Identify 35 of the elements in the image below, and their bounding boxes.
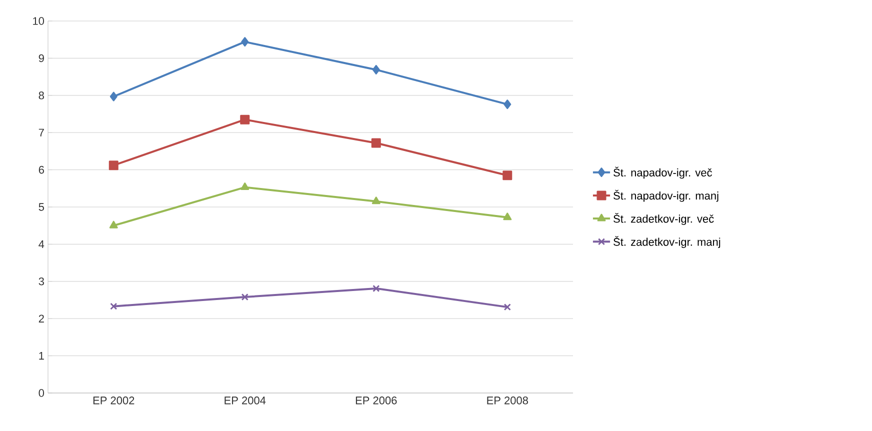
legend-label: Št. napadov-igr. več xyxy=(614,166,712,179)
point xyxy=(504,100,512,110)
point xyxy=(110,92,118,102)
y-tick-label: 1 xyxy=(39,352,44,360)
y-tick-label: 3 xyxy=(38,278,44,286)
x-tick-label: EP 2002 xyxy=(93,396,134,404)
y-tick-label: 2 xyxy=(38,314,44,322)
point xyxy=(503,212,512,220)
point xyxy=(241,37,249,47)
y-tick-label: 7 xyxy=(38,128,44,136)
point xyxy=(240,182,250,190)
y-tick-label: 5 xyxy=(38,203,44,211)
point xyxy=(372,64,380,74)
x-tick-label: EP 2008 xyxy=(487,396,528,404)
legend-label: Št. zadetkov-igr. več xyxy=(614,213,714,225)
point xyxy=(241,293,248,301)
point xyxy=(504,303,511,311)
y-tick-label: 6 xyxy=(38,166,44,174)
y-tick-label: 10 xyxy=(33,17,44,25)
point xyxy=(108,160,118,170)
point xyxy=(372,284,380,292)
x-tick-label: EP 2006 xyxy=(356,396,397,404)
point xyxy=(502,170,512,180)
y-tick-label: 9 xyxy=(38,54,44,62)
point xyxy=(372,196,380,204)
y-tick-label: 0 xyxy=(38,389,44,397)
point xyxy=(371,138,381,148)
x-tick-label: EP 2004 xyxy=(224,396,266,404)
y-tick-label: 4 xyxy=(38,240,44,248)
legend-label: Št. napadov-igr. manj xyxy=(614,190,718,202)
y-tick-label: 8 xyxy=(38,92,44,100)
point xyxy=(240,114,250,124)
legend-label: Št. zadetkov-igr. manj xyxy=(614,236,720,248)
point xyxy=(109,220,118,228)
point xyxy=(110,302,118,310)
